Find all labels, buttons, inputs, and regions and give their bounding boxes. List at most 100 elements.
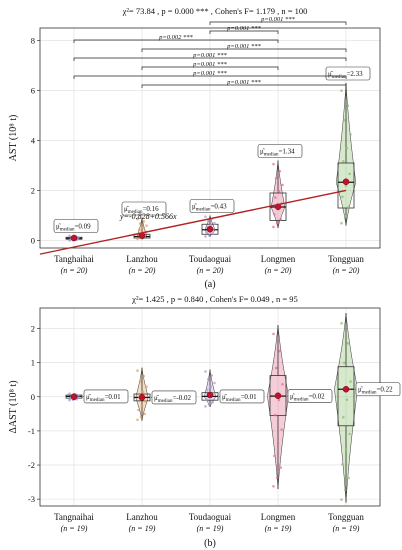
data-point bbox=[140, 404, 144, 408]
data-point bbox=[275, 476, 279, 480]
median-label: μ̂median=0.22 bbox=[358, 386, 393, 396]
median-label: μ̂median=0.02 bbox=[290, 393, 325, 403]
data-point bbox=[345, 146, 349, 150]
data-point bbox=[341, 463, 344, 466]
data-point bbox=[340, 221, 343, 225]
series-tongguan bbox=[334, 313, 358, 503]
series-tangnaihai bbox=[65, 392, 83, 402]
data-point bbox=[142, 374, 146, 378]
data-point bbox=[349, 133, 352, 136]
median-label: μ̂median=2.33 bbox=[328, 70, 363, 80]
data-point bbox=[277, 398, 281, 402]
regression-line bbox=[39, 189, 347, 255]
series-toudaoguai bbox=[201, 215, 219, 238]
data-point bbox=[204, 215, 207, 218]
data-point bbox=[136, 217, 139, 221]
data-point bbox=[272, 225, 275, 229]
data-point bbox=[204, 405, 207, 408]
data-point bbox=[345, 398, 349, 402]
comparison-label: p=0.001 *** bbox=[226, 43, 261, 50]
data-point bbox=[136, 418, 139, 422]
category-label: Tangnaihai bbox=[54, 512, 94, 522]
data-point bbox=[340, 498, 343, 501]
data-point bbox=[144, 400, 147, 403]
series-toudaoguai bbox=[201, 369, 219, 408]
comparison-label: p=0.001 *** bbox=[226, 25, 261, 32]
category-label: Lanzhou bbox=[126, 254, 158, 264]
data-point bbox=[143, 412, 146, 416]
data-point bbox=[348, 172, 351, 176]
data-point bbox=[281, 183, 284, 187]
chart-panel-b: -3 -2 -1 0 1 2 ΔAST (10⁸ t) χ²= 1.425 , p = 0.8… bbox=[8, 294, 401, 549]
comparison-bracket bbox=[141, 48, 347, 52]
data-point bbox=[207, 403, 211, 406]
stats-line: χ²= 1.425 , p = 0.840 , Cohen's F= 0.049… bbox=[131, 294, 298, 304]
y-tick-label: -2 bbox=[28, 460, 35, 470]
data-point bbox=[347, 476, 351, 480]
data-point bbox=[342, 361, 346, 365]
data-point bbox=[346, 104, 350, 108]
data-point bbox=[348, 432, 351, 436]
series-longmen bbox=[267, 325, 289, 489]
data-point bbox=[274, 413, 277, 417]
category-label: Lanzhou bbox=[126, 512, 158, 522]
data-point bbox=[213, 381, 216, 385]
data-point bbox=[346, 342, 350, 345]
median-label: μ̂median=0.09 bbox=[56, 223, 91, 233]
category-label: Longmen bbox=[261, 254, 296, 264]
data-point bbox=[206, 388, 209, 392]
data-point bbox=[211, 232, 214, 236]
data-point bbox=[340, 89, 343, 92]
series-longmen bbox=[269, 160, 287, 229]
y-axis-label: AST (10⁸ t) bbox=[8, 115, 19, 162]
chart-panel-a: 0 2 4 6 8 AST (10⁸ t) χ²= 73.84 , p = 0.000 **… bbox=[8, 6, 381, 290]
data-point bbox=[279, 217, 283, 221]
data-point bbox=[141, 390, 145, 394]
data-point bbox=[280, 428, 283, 431]
data-point bbox=[206, 377, 210, 381]
mean-point bbox=[206, 391, 214, 399]
comparison-label: p=0.001 *** bbox=[192, 61, 227, 68]
mean-point bbox=[274, 392, 282, 399]
n-label: (n = 20) bbox=[333, 266, 360, 275]
y-tick-label: 4 bbox=[31, 136, 36, 146]
data-point bbox=[210, 374, 214, 377]
n-label: (n = 20) bbox=[129, 266, 156, 275]
data-point bbox=[273, 454, 276, 458]
data-point bbox=[211, 400, 214, 404]
comparison-bracket bbox=[73, 57, 347, 61]
data-point bbox=[137, 408, 140, 412]
median-label-box bbox=[325, 66, 371, 81]
plot-frame bbox=[39, 27, 381, 249]
median-label-box bbox=[151, 390, 197, 405]
comparison-bracket bbox=[141, 66, 279, 70]
data-point bbox=[145, 224, 148, 227]
data-point bbox=[205, 398, 208, 401]
n-label: (n = 19) bbox=[197, 524, 224, 533]
data-point bbox=[278, 169, 282, 173]
data-point bbox=[142, 220, 146, 223]
series-lanzhou bbox=[133, 217, 151, 241]
series-tongguan bbox=[336, 82, 356, 226]
mean-point bbox=[206, 226, 214, 233]
data-point bbox=[344, 448, 348, 451]
data-point bbox=[207, 234, 211, 237]
category-label: Toudaoguai bbox=[189, 254, 232, 264]
median-label-box bbox=[83, 389, 129, 404]
data-point bbox=[138, 228, 141, 231]
mean-point bbox=[70, 393, 78, 401]
data-point bbox=[273, 213, 276, 216]
data-point bbox=[272, 162, 275, 166]
box bbox=[337, 162, 355, 209]
median-label-box bbox=[355, 382, 401, 397]
y-tick-label: 2 bbox=[31, 186, 35, 196]
data-point bbox=[205, 231, 208, 234]
y-axis-label: ΔAST (10⁸ t) bbox=[8, 380, 19, 433]
data-point bbox=[277, 190, 281, 193]
n-label: (n = 19) bbox=[129, 524, 156, 533]
series-tanghaihai bbox=[65, 234, 83, 242]
median-label: μ̂median=1.34 bbox=[260, 148, 295, 158]
data-point bbox=[138, 222, 142, 225]
data-point bbox=[341, 195, 344, 199]
